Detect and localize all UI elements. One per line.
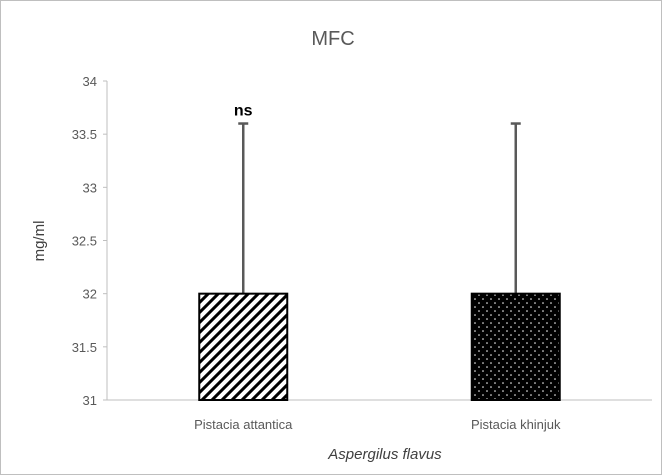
y-tick-label: 34 bbox=[83, 74, 97, 89]
y-tick-label: 31.5 bbox=[72, 340, 97, 355]
x-axis-label: Aspergilus flavus bbox=[327, 446, 442, 463]
y-axis-label: mg/ml bbox=[31, 221, 48, 262]
chart-title: MFC bbox=[311, 28, 354, 50]
x-tick-label: Pistacia khinjuk bbox=[471, 417, 561, 432]
x-tick-label: Pistacia attantica bbox=[194, 417, 293, 432]
y-tick-label: 33 bbox=[83, 180, 97, 195]
significance-annotation: ns bbox=[234, 103, 253, 120]
y-tick-label: 31 bbox=[83, 393, 97, 408]
y-tick-label: 32 bbox=[83, 287, 97, 302]
y-tick-label: 32.5 bbox=[72, 234, 97, 249]
bar bbox=[198, 292, 289, 401]
y-tick-label: 33.5 bbox=[72, 127, 97, 142]
bar bbox=[470, 292, 561, 401]
